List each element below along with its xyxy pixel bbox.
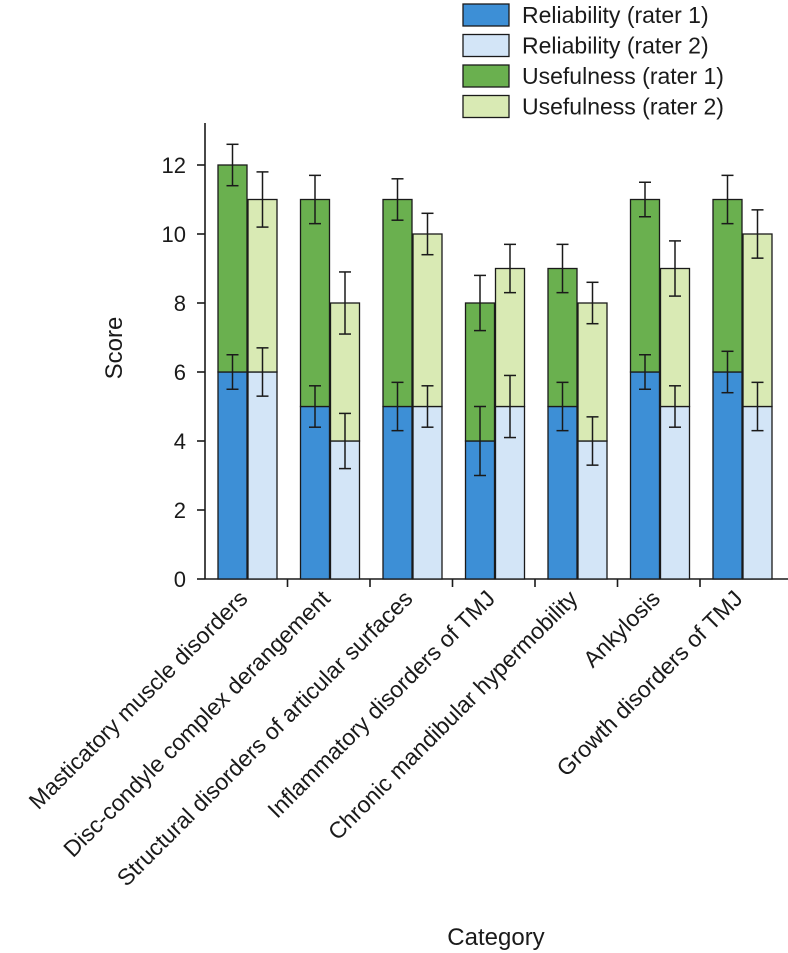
y-tick-label: 2 [174,498,186,523]
y-tick-label: 0 [174,567,186,592]
bar-segment [712,371,743,580]
bar-segment [299,405,331,580]
bar-segment [382,405,413,580]
bar-segment [629,371,661,580]
bar-segment [742,405,773,580]
bar-segment [247,198,278,373]
y-axis-title: Score [101,317,128,380]
legend-swatch [462,94,510,119]
bar-segment [712,198,743,373]
bar-segment [629,198,661,373]
x-axis-title: Category [447,924,544,951]
bar-segment [247,371,278,580]
legend-label: Usefulness (rater 1) [522,63,724,89]
legend-swatch [462,33,510,58]
legend-label: Reliability (rater 1) [522,2,709,28]
y-tick-label: 6 [174,360,186,385]
bar-segment [382,198,413,408]
legend-swatch [462,64,510,88]
bar-segment [299,198,331,408]
bar-segment [547,405,578,580]
y-tick-label: 10 [162,222,186,247]
legend-label: Usefulness (rater 2) [522,94,724,120]
legend-swatch [462,3,510,27]
bar-segment [742,233,773,408]
y-tick-label: 8 [174,291,186,316]
bar-segment [412,405,443,580]
bar-segment [217,164,248,373]
x-tick-label: Ankylosis [578,585,665,672]
y-tick-label: 4 [174,429,186,454]
legend-label: Reliability (rater 2) [522,33,709,59]
bar-segment [412,233,443,408]
y-tick-label: 12 [162,153,186,178]
bar-segment [217,371,248,580]
bar-segment [659,405,691,580]
x-tick-label: Structural disorders of articular surfac… [112,585,418,891]
